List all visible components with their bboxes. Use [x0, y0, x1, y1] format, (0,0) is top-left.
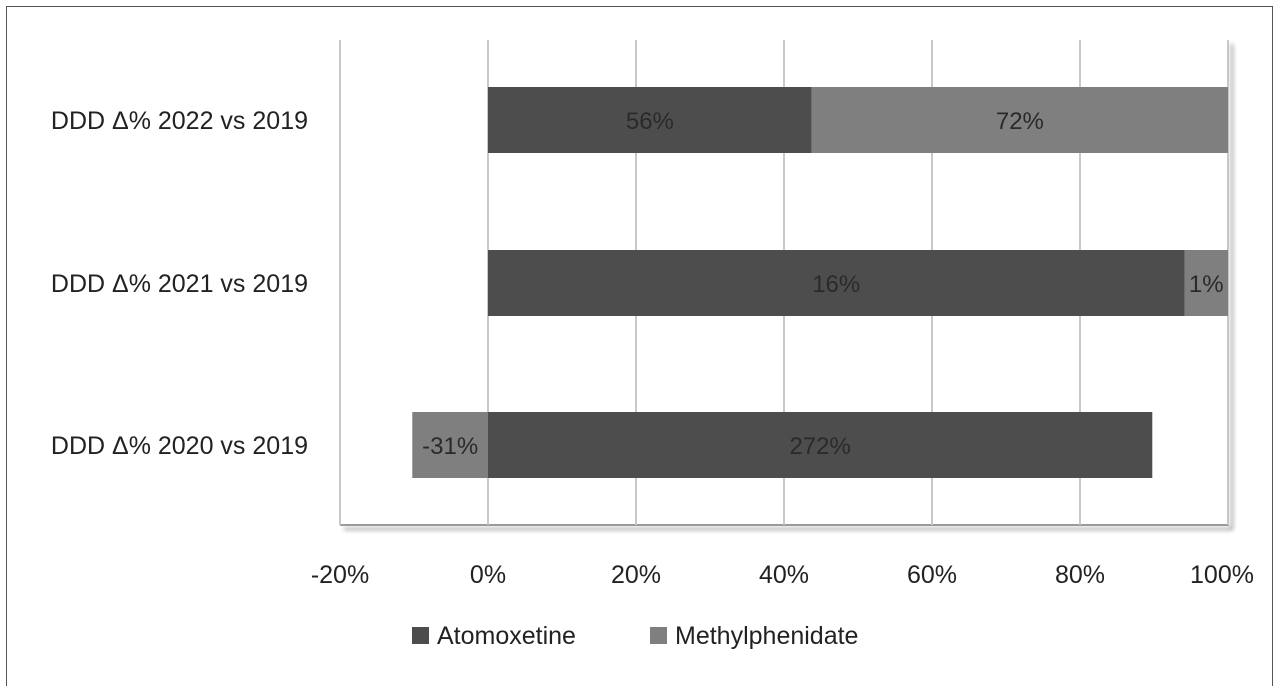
legend-swatch-atomoxetine — [412, 627, 429, 644]
x-tick-label: 100% — [1190, 561, 1254, 589]
x-tick-label: 20% — [611, 561, 661, 589]
data-label: 272% — [789, 433, 850, 460]
x-tick-label: 40% — [759, 561, 809, 589]
x-tick-label: 80% — [1055, 561, 1105, 589]
legend-swatch-methylphenidate — [650, 627, 667, 644]
category-label: DDD Δ% 2020 vs 2019 — [51, 432, 308, 460]
data-label: 56% — [626, 108, 674, 135]
data-label: -31% — [422, 433, 478, 460]
x-tick-label: 0% — [470, 561, 506, 589]
data-label: 16% — [812, 271, 860, 298]
data-label: 72% — [996, 108, 1044, 135]
data-label: 1% — [1189, 271, 1224, 298]
category-label: DDD Δ% 2021 vs 2019 — [51, 270, 308, 298]
x-tick-label: -20% — [311, 561, 369, 589]
legend-label-methylphenidate: Methylphenidate — [675, 622, 858, 650]
category-label: DDD Δ% 2022 vs 2019 — [51, 107, 308, 135]
legend-label-atomoxetine: Atomoxetine — [437, 622, 576, 650]
x-tick-label: 60% — [907, 561, 957, 589]
